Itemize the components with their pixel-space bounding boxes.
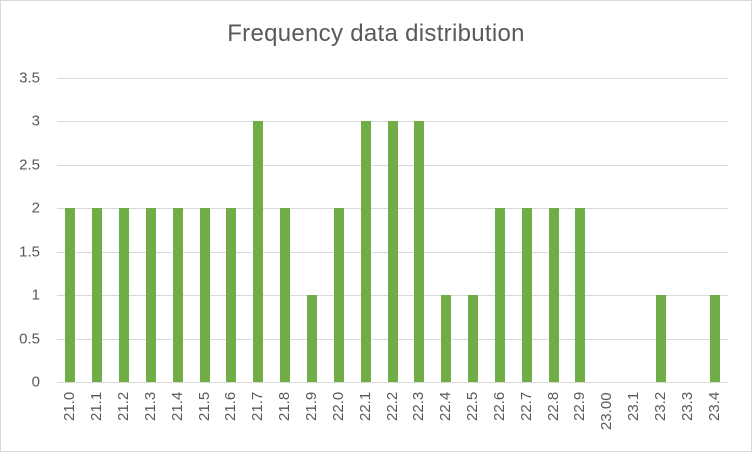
bar-21.7[interactable] [253, 121, 263, 382]
bar-21.6[interactable] [226, 208, 236, 382]
y-tick-label: 1 [31, 286, 40, 304]
bar-21.0[interactable] [65, 208, 75, 382]
bar-22.4[interactable] [441, 295, 451, 382]
y-tick-label: 0.5 [19, 330, 40, 348]
x-tick-label: 21.0 [61, 391, 78, 421]
bar-21.2[interactable] [119, 208, 129, 382]
x-tick-label: 22.6 [491, 391, 508, 421]
bar-22.3[interactable] [414, 121, 424, 382]
bar-22.7[interactable] [522, 208, 532, 382]
bar-23.4[interactable] [710, 295, 720, 382]
y-tick-label: 3.5 [19, 69, 40, 87]
y-tick-label: 3 [31, 112, 40, 130]
x-tick-label: 22.4 [437, 391, 454, 421]
x-tick-label: 22.3 [410, 391, 427, 421]
bar-21.8[interactable] [280, 208, 290, 382]
x-tick-label: 22.1 [357, 391, 374, 421]
y-tick-label: 0 [31, 373, 40, 391]
x-tick-label: 22.9 [571, 391, 588, 421]
bar-22.9[interactable] [575, 208, 585, 382]
x-tick-label: 22.0 [330, 391, 347, 421]
bar-22.6[interactable] [495, 208, 505, 382]
y-tick-label: 2.5 [19, 156, 40, 174]
gridline [57, 382, 728, 383]
x-tick-label: 23.4 [706, 391, 723, 421]
bar-21.4[interactable] [173, 208, 183, 382]
x-tick-label: 21.8 [276, 391, 293, 421]
bar-22.8[interactable] [549, 208, 559, 382]
x-tick-label: 22.8 [545, 391, 562, 421]
bar-22.2[interactable] [388, 121, 398, 382]
x-tick-label: 23.00 [598, 392, 615, 430]
x-tick-label: 21.3 [142, 391, 159, 421]
x-tick-label: 21.1 [88, 391, 105, 421]
x-tick-label: 21.7 [249, 391, 266, 421]
chart-title: Frequency data distribution [227, 20, 525, 47]
x-tick-label: 22.5 [464, 391, 481, 421]
bar-22.0[interactable] [334, 208, 344, 382]
x-tick-label: 23.1 [625, 391, 642, 421]
bar-23.2[interactable] [656, 295, 666, 382]
bar-22.5[interactable] [468, 295, 478, 382]
x-tick-label: 23.3 [679, 391, 696, 421]
bar-21.1[interactable] [92, 208, 102, 382]
y-tick-label: 2 [31, 199, 40, 217]
bar-21.3[interactable] [146, 208, 156, 382]
bar-21.9[interactable] [307, 295, 317, 382]
x-tick-label: 22.2 [384, 391, 401, 421]
gridline [57, 78, 728, 79]
bar-22.1[interactable] [361, 121, 371, 382]
y-tick-label: 1.5 [19, 243, 40, 261]
x-tick-label: 21.2 [115, 391, 132, 421]
x-tick-label: 21.9 [303, 391, 320, 421]
x-tick-label: 22.7 [518, 391, 535, 421]
x-tick-label: 21.4 [169, 391, 186, 421]
x-tick-label: 21.5 [196, 391, 213, 421]
x-tick-label: 23.2 [652, 391, 669, 421]
x-tick-label: 21.6 [222, 391, 239, 421]
bar-21.5[interactable] [200, 208, 210, 382]
